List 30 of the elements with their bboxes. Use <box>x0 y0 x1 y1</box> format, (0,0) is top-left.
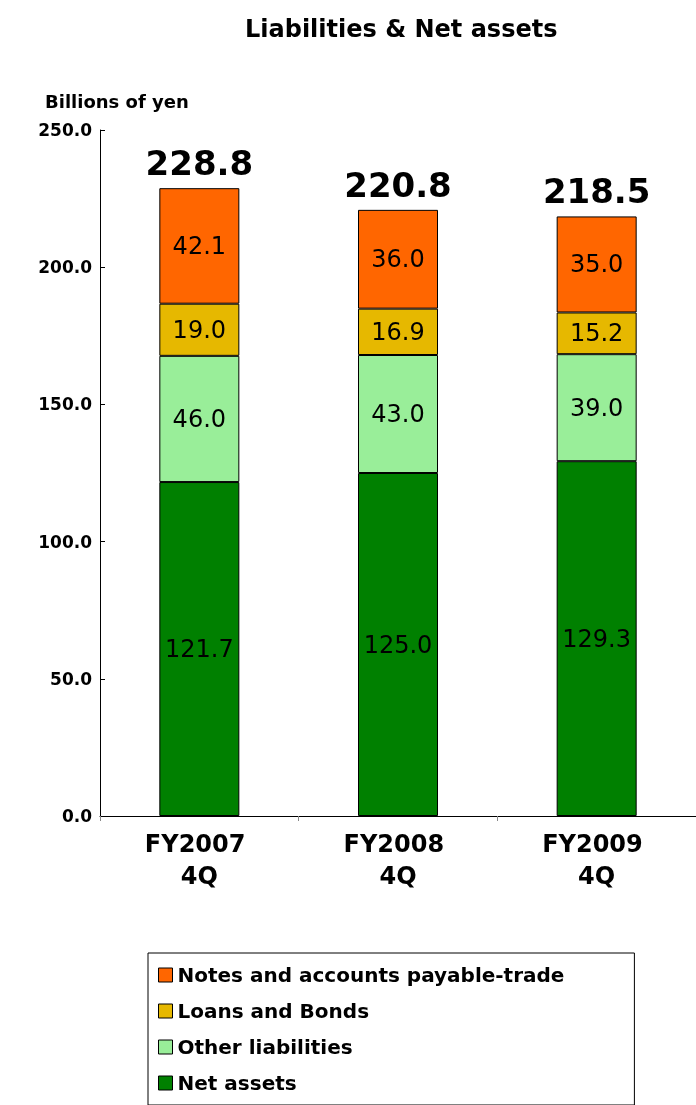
legend-label: Loans and Bonds <box>177 999 370 1023</box>
y-axis-title: Billions of yen <box>45 90 189 112</box>
chart-title: Liabilities & Net assets <box>245 15 558 43</box>
data-label: 16.9 <box>371 317 425 346</box>
y-tick-label: 150.0 <box>38 394 93 415</box>
data-label: 39.0 <box>569 393 624 422</box>
legend-label: Other liabilities <box>177 1035 353 1059</box>
data-label: 43.0 <box>371 400 425 428</box>
data-label: 35.0 <box>569 250 624 279</box>
y-tick-label: 0.0 <box>61 806 93 826</box>
x-tick-label: FY2007 4Q <box>144 830 254 890</box>
data-label: 121.7 <box>164 635 234 664</box>
y-tick-label: 200.0 <box>38 257 93 278</box>
total-label: 228.8 <box>145 143 254 184</box>
data-label: 15.2 <box>569 319 624 348</box>
y-tick-label: 100.0 <box>38 531 93 552</box>
total-label: 218.5 <box>542 171 651 212</box>
data-label: 125.0 <box>363 630 433 659</box>
x-tick-label: FY2008 4Q <box>343 830 453 890</box>
data-label: 42.1 <box>172 231 227 260</box>
y-tick-label: 50.0 <box>50 668 93 689</box>
x-tick-label: FY2009 4Q <box>542 830 652 890</box>
legend-label: Notes and accounts payable-trade <box>177 963 565 987</box>
data-label: 129.3 <box>562 624 632 653</box>
y-tick-label: 250.0 <box>38 120 93 140</box>
legend-label: Net assets <box>177 1071 297 1095</box>
data-label: 36.0 <box>371 245 425 274</box>
data-label: 46.0 <box>172 404 227 433</box>
data-label: 19.0 <box>172 315 227 344</box>
total-label: 220.8 <box>344 164 452 205</box>
